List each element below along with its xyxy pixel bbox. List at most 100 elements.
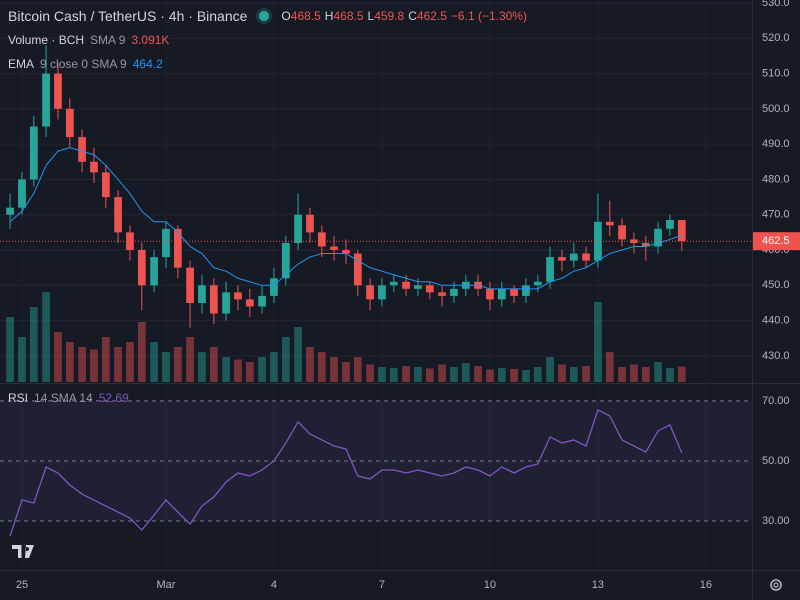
ohlc-values: O 468.5 H 468.5 L 459.8 C 462.5 −6.1 (−1.30%) — [281, 9, 527, 23]
y-tick-label: 430.0 — [762, 350, 790, 362]
volume-bar — [402, 366, 410, 382]
tradingview-logo[interactable] — [8, 538, 40, 564]
volume-bar — [18, 337, 26, 382]
candle-body — [29, 126, 38, 180]
candle-body — [114, 197, 122, 233]
volume-bar — [173, 347, 182, 382]
settings-gear[interactable] — [770, 579, 782, 591]
candle-body — [42, 73, 50, 127]
y-tick-label: 530.0 — [762, 0, 790, 9]
y-tick-label: 480.0 — [762, 173, 790, 185]
candle-body — [162, 228, 170, 258]
volume-bar — [389, 368, 398, 382]
candle-body — [245, 299, 254, 307]
market-status-dot — [259, 11, 270, 21]
volume-bar — [666, 368, 674, 382]
candle-body — [90, 161, 98, 173]
ema-name: EMA — [8, 57, 35, 71]
volume-bar — [342, 362, 350, 382]
candle-body — [137, 250, 146, 286]
candle-body — [450, 288, 458, 296]
x-tick-label: 10 — [484, 579, 496, 591]
candle-body — [486, 288, 494, 300]
volume-bar — [605, 352, 614, 382]
x-tick-label: 25 — [16, 579, 28, 591]
y-tick-label: 510.0 — [762, 67, 790, 79]
candle-body — [186, 267, 194, 303]
candle-body — [209, 285, 218, 314]
rsi-line — [9, 409, 683, 537]
volume-bar — [186, 337, 194, 382]
ema-value: 464.2 — [132, 57, 163, 71]
rsi-name: RSI — [8, 391, 29, 405]
candle-body — [54, 73, 62, 109]
candle-body — [65, 108, 74, 138]
price-change: −6.1 (−1.30%) — [450, 9, 527, 23]
volume-name: Volume · BCH — [8, 33, 85, 47]
x-tick-label: 16 — [700, 579, 712, 591]
ohlc-value: 468.5 — [290, 9, 321, 23]
grid — [0, 0, 752, 570]
volume-bar — [126, 342, 134, 382]
volume-bar — [222, 357, 230, 382]
candle-body — [150, 257, 158, 286]
candle-body — [558, 257, 566, 261]
rsi-tick-label: 50.00 — [762, 455, 790, 467]
candle-body — [306, 214, 314, 233]
volume-bar — [366, 364, 374, 382]
volume-bar — [294, 327, 302, 382]
candle-body — [533, 281, 542, 286]
volume-bar — [654, 362, 662, 382]
volume-bar — [497, 368, 506, 382]
symbol-legend: Bitcoin Cash / TetherUS · 4h · Binance O… — [8, 8, 527, 24]
volume-bar — [486, 369, 494, 382]
ohlc-item: C 462.5 — [408, 9, 447, 23]
volume-bar — [245, 362, 254, 382]
candle-body — [654, 228, 662, 247]
volume-bar — [510, 369, 518, 382]
volume-bar — [137, 322, 146, 382]
volume-bar — [281, 337, 290, 382]
volume-bar — [461, 363, 470, 382]
candle-body — [438, 292, 446, 296]
candle-body — [414, 285, 422, 289]
candle-body — [605, 221, 614, 226]
volume-bar — [450, 367, 458, 382]
volume-bar — [29, 307, 38, 382]
y-tick-label: 450.0 — [762, 279, 790, 291]
candle-body — [569, 253, 578, 261]
candle-body — [198, 285, 206, 303]
y-tick-label: 490.0 — [762, 138, 790, 150]
candle-body — [330, 246, 338, 251]
ohlc-label: H — [324, 9, 334, 23]
volume-bar — [677, 366, 686, 382]
volume-bar — [234, 359, 242, 382]
volume-bar — [438, 364, 446, 382]
volume-legend: Volume · BCH SMA 9 3.091K — [8, 33, 169, 47]
volume-bar — [378, 367, 386, 382]
rsi-settings: 14 SMA 14 — [34, 391, 93, 405]
x-tick-label: 4 — [271, 579, 277, 591]
volume-bar — [546, 357, 554, 382]
volume-bar — [353, 357, 362, 382]
volume-bar — [630, 364, 638, 382]
volume-bar — [6, 317, 14, 382]
volume-bar — [162, 352, 170, 382]
symbol-title[interactable]: Bitcoin Cash / TetherUS · 4h · Binance — [8, 8, 248, 24]
volume-bar — [569, 367, 578, 382]
ohlc-value: 459.8 — [374, 9, 405, 23]
y-tick-label: 500.0 — [762, 103, 790, 115]
volume-bar — [42, 292, 50, 382]
volume-bar — [78, 347, 86, 382]
volume-bar — [558, 364, 566, 382]
volume-bar — [474, 366, 482, 382]
candle-body — [425, 285, 434, 293]
volume-bar — [522, 370, 530, 382]
volume-bar — [90, 349, 98, 382]
candle-body — [378, 285, 386, 300]
candle-body — [677, 220, 686, 242]
candle-body — [6, 207, 14, 215]
rsi-value: 52.69 — [98, 391, 129, 405]
candle-body — [258, 295, 266, 307]
candle-body — [18, 179, 26, 208]
